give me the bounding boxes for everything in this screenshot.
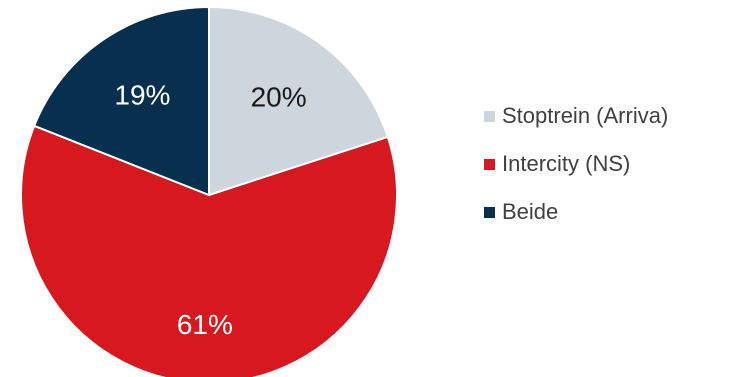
legend-item-intercity: Intercity (NS) xyxy=(484,151,668,176)
legend-label-beide: Beide xyxy=(502,199,559,224)
pie-chart: 20% 61% 19% xyxy=(20,5,398,377)
legend-item-stoptrein: Stoptrein (Arriva) xyxy=(484,103,669,128)
legend: Stoptrein (Arriva) Intercity (NS) Beide xyxy=(484,103,669,248)
data-label-intercity: 61% xyxy=(177,309,233,340)
pie-slice-intercity xyxy=(20,124,398,377)
data-label-stoptrein: 20% xyxy=(251,82,307,113)
legend-swatch-intercity xyxy=(484,158,495,170)
legend-swatch-stoptrein xyxy=(484,110,495,122)
legend-swatch-beide xyxy=(484,206,495,218)
legend-label-stoptrein: Stoptrein (Arriva) xyxy=(502,103,669,128)
pie-slice-beide xyxy=(32,5,210,197)
legend-item-beide: Beide xyxy=(484,199,668,224)
legend-label-intercity: Intercity (NS) xyxy=(502,151,631,176)
pie-slice-stoptrein xyxy=(208,5,390,197)
data-label-beide: 19% xyxy=(114,79,170,110)
